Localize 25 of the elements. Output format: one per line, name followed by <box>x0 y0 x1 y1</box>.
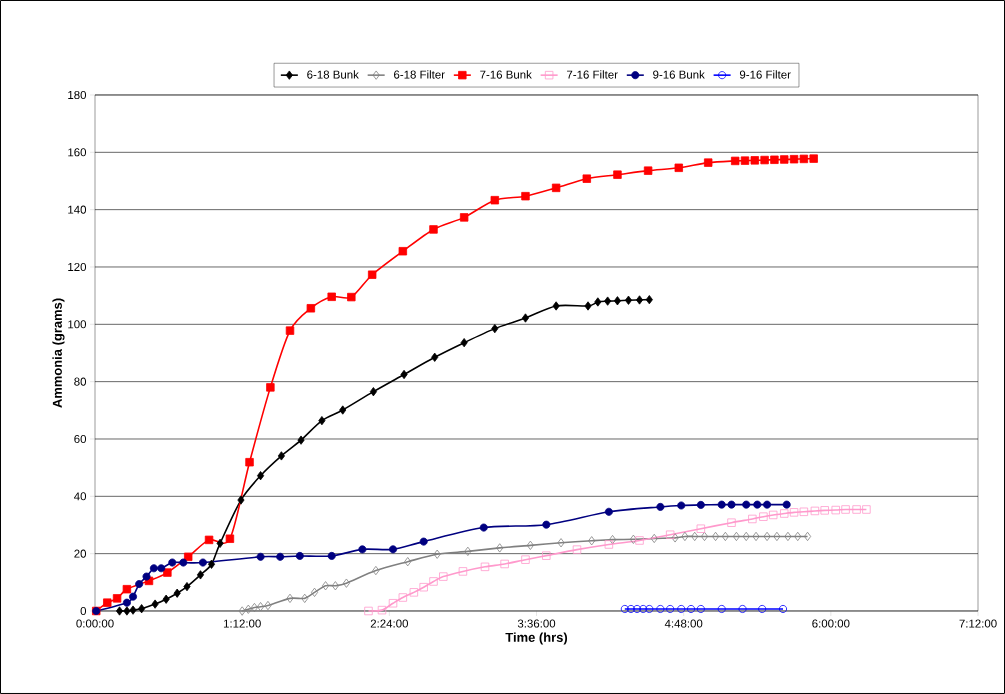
legend-label: 7-16 Bunk <box>480 70 532 79</box>
x-tick-label: 0:00:00 <box>76 619 114 628</box>
y-tick-label: 60 <box>74 434 87 444</box>
legend-label: 9-16 Filter <box>739 70 791 79</box>
y-tick-label: 0 <box>80 606 87 616</box>
y-tick-label: 100 <box>68 320 87 329</box>
x-tick-label: 4:48:00 <box>664 619 703 628</box>
y-tick-label: 140 <box>68 205 87 214</box>
y-tick-label: 160 <box>68 148 87 157</box>
y-tick-label: 180 <box>68 90 87 100</box>
x-axis-title: Time (hrs) <box>505 632 568 645</box>
x-tick-label: 3:36:00 <box>517 619 556 628</box>
x-tick-label: 2:24:00 <box>370 619 408 628</box>
legend-label: 7-16 Filter <box>567 70 618 79</box>
y-tick-label: 80 <box>74 377 87 386</box>
legend-label: 6-18 Filter <box>394 70 445 79</box>
y-axis-title: Ammonia (grams) <box>52 298 65 408</box>
x-tick-label: 1:12:00 <box>223 619 261 628</box>
y-tick-label: 40 <box>74 492 87 501</box>
y-tick-label: 120 <box>68 262 87 272</box>
x-tick-label: 6:00:00 <box>812 619 850 628</box>
legend-label: 6-18 Bunk <box>307 70 359 79</box>
y-tick-label: 20 <box>74 549 87 558</box>
legend-label: 9-16 Bunk <box>653 70 705 79</box>
x-tick-label: 7:12:00 <box>959 619 997 628</box>
